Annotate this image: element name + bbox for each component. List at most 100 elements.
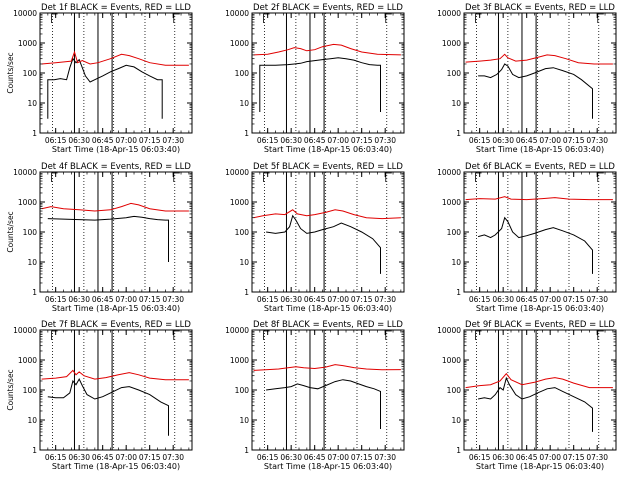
x-tick-label: 06:30 (280, 295, 302, 304)
chart-panel-2: 1 10 100 1000 10000 06:15 06:30 06:45 07:00 07:15… (225, 3, 405, 154)
lld-series (41, 50, 189, 66)
x-axis-label: Start Time (18-Apr-15 06:03:40) (52, 304, 180, 313)
y-tick-label: 1 (456, 446, 461, 455)
y-tick-label: 10000 (437, 168, 461, 177)
events-series (47, 378, 169, 436)
chart-title: Det 6f BLACK = Events, RED = LLD (465, 162, 615, 172)
y-tick-label: 10000 (225, 326, 249, 335)
x-tick-label: 06:45 (516, 136, 538, 145)
y-tick-label: 1 (32, 446, 37, 455)
y-tick-label: 100 (235, 69, 250, 78)
x-axis-label: Start Time (18-Apr-15 06:03:40) (264, 304, 392, 313)
chart-panel-6: 1 10 100 1000 10000 06:15 06:30 06:45 07:00 07:15… (437, 162, 617, 313)
plot-frame (251, 171, 405, 293)
x-axis-label: Start Time (18-Apr-15 06:03:40) (52, 462, 180, 471)
y-tick-label: 100 (23, 228, 38, 237)
y-tick-label: 100 (235, 228, 250, 237)
x-tick-label: 06:15 (469, 453, 491, 462)
y-tick-label: 10000 (13, 168, 37, 177)
bracket-marker (173, 13, 180, 23)
x-tick-label: 06:30 (68, 453, 90, 462)
x-tick-label: 06:30 (492, 453, 514, 462)
x-tick-label: 07:00 (327, 136, 349, 145)
x-tick-label: 07:15 (139, 453, 161, 462)
x-tick-label: 06:45 (92, 453, 114, 462)
y-tick-label: 1000 (18, 39, 37, 48)
lld-series (253, 364, 401, 371)
x-tick-label: 07:30 (162, 295, 184, 304)
x-tick-label: 07:00 (539, 295, 561, 304)
y-tick-label: 10 (27, 258, 37, 267)
y-tick-label: 1000 (230, 198, 249, 207)
y-tick-label: 10000 (437, 9, 461, 18)
y-tick-label: 1 (244, 129, 249, 138)
y-tick-label: 1000 (230, 356, 249, 365)
y-tick-label: 100 (447, 69, 462, 78)
x-tick-label: 06:30 (280, 136, 302, 145)
x-tick-label: 06:45 (516, 453, 538, 462)
x-tick-label: 07:15 (351, 295, 373, 304)
y-tick-label: 10000 (225, 9, 249, 18)
x-tick-label: 07:30 (586, 295, 608, 304)
events-series (259, 57, 381, 112)
bracket-marker (475, 13, 482, 23)
lld-series (465, 196, 613, 201)
chart-panel-4: 1 10 100 1000 10000 06:15 06:30 06:45 07:00 07:15… (6, 162, 193, 313)
y-tick-label: 1000 (442, 198, 461, 207)
x-tick-label: 07:00 (115, 136, 137, 145)
chart-panel-7: 1 10 100 1000 10000 06:15 06:30 06:45 07:00 07:15… (6, 320, 193, 471)
bracket-marker (597, 330, 604, 340)
events-series (47, 57, 163, 119)
chart-title: Det 9f BLACK = Events, RED = LLD (465, 320, 615, 330)
x-axis-label: Start Time (18-Apr-15 06:03:40) (52, 145, 180, 154)
x-tick-label: 06:15 (469, 136, 491, 145)
x-axis-label: Start Time (18-Apr-15 06:03:40) (264, 145, 392, 154)
events-series (266, 214, 381, 274)
x-tick-label: 07:30 (586, 453, 608, 462)
x-axis-label: Start Time (18-Apr-15 06:03:40) (476, 304, 604, 313)
plot-frame (251, 12, 405, 134)
bracket-marker (173, 330, 180, 340)
y-tick-label: 10000 (437, 326, 461, 335)
x-tick-label: 07:15 (351, 453, 373, 462)
chart-title: Det 5f BLACK = Events, RED = LLD (253, 162, 403, 172)
y-tick-label: 10000 (13, 326, 37, 335)
x-tick-label: 06:15 (257, 136, 279, 145)
bracket-marker (263, 330, 270, 340)
y-tick-label: 1000 (442, 356, 461, 365)
y-axis-label: Counts/sec (6, 52, 15, 93)
x-tick-label: 07:00 (327, 453, 349, 462)
y-tick-label: 100 (23, 69, 38, 78)
x-tick-label: 06:15 (257, 295, 279, 304)
lld-series (41, 202, 189, 212)
x-tick-label: 07:00 (327, 295, 349, 304)
chart-title: Det 3f BLACK = Events, RED = LLD (465, 3, 615, 13)
y-tick-label: 100 (235, 386, 250, 395)
x-tick-label: 07:30 (586, 136, 608, 145)
x-tick-label: 07:00 (539, 453, 561, 462)
chart-title: Det 7f BLACK = Events, RED = LLD (41, 320, 191, 330)
y-tick-label: 1000 (442, 39, 461, 48)
chart-panel-9: 1 10 100 1000 10000 06:15 06:30 06:45 07:00 07:15… (437, 320, 617, 471)
y-tick-label: 10 (27, 416, 37, 425)
x-tick-label: 07:15 (563, 295, 585, 304)
y-tick-label: 10 (451, 258, 461, 267)
y-tick-label: 100 (447, 228, 462, 237)
chart-title: Det 4f BLACK = Events, RED = LLD (41, 162, 191, 172)
x-tick-label: 06:30 (492, 295, 514, 304)
bracket-marker (173, 172, 180, 182)
lld-series (465, 372, 613, 389)
events-series (266, 379, 381, 429)
x-tick-label: 06:15 (45, 453, 67, 462)
x-tick-label: 06:15 (45, 136, 67, 145)
bracket-marker (263, 13, 270, 23)
bracket-marker (385, 13, 392, 23)
x-tick-label: 06:45 (304, 295, 326, 304)
bracket-marker (385, 330, 392, 340)
bracket-marker (51, 172, 58, 182)
x-tick-label: 07:30 (374, 136, 396, 145)
x-tick-label: 06:15 (469, 295, 491, 304)
x-tick-label: 07:00 (115, 295, 137, 304)
x-tick-label: 07:15 (563, 453, 585, 462)
y-tick-label: 1000 (18, 356, 37, 365)
